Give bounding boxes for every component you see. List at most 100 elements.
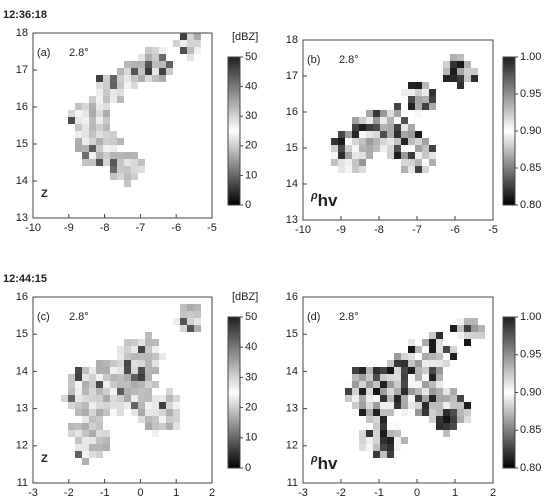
- radar-echo: [443, 360, 450, 367]
- radar-echo: [443, 409, 450, 416]
- radar-echo: [394, 388, 401, 395]
- radar-echo: [117, 346, 124, 353]
- radar-echo: [387, 367, 394, 374]
- radar-echo: [89, 145, 96, 152]
- radar-echo: [110, 89, 117, 96]
- radar-echo: [401, 145, 408, 152]
- radar-echo: [89, 138, 96, 145]
- radar-echo: [387, 138, 394, 145]
- radar-echo: [96, 416, 103, 423]
- x-tick-label: -1: [100, 487, 110, 499]
- radar-echo: [380, 110, 387, 117]
- radar-echo: [124, 166, 131, 173]
- radar-echo: [173, 402, 180, 409]
- radar-echo: [429, 353, 436, 360]
- radar-echo: [471, 332, 478, 339]
- radar-echo: [173, 40, 180, 47]
- radar-echo: [471, 318, 478, 325]
- colorbar-tick-label: 30: [245, 371, 257, 383]
- radar-echo: [96, 124, 103, 131]
- radar-echo: [429, 145, 436, 152]
- radar-echo: [408, 96, 415, 103]
- radar-echo: [145, 423, 152, 430]
- radar-echo: [338, 159, 345, 166]
- radar-echo: [96, 75, 103, 82]
- radar-echo: [68, 395, 75, 402]
- radar-echo: [464, 75, 471, 82]
- radar-echo: [75, 402, 82, 409]
- radar-echo: [103, 103, 110, 110]
- radar-echo: [110, 152, 117, 159]
- radar-echo: [415, 96, 422, 103]
- radar-echo: [373, 388, 380, 395]
- radar-echo: [338, 145, 345, 152]
- radar-echo: [138, 395, 145, 402]
- radar-echo: [131, 360, 138, 367]
- colorbar-tick-label: 40: [245, 81, 257, 93]
- radar-echo: [422, 145, 429, 152]
- radar-echo: [152, 423, 159, 430]
- radar-echo: [117, 166, 124, 173]
- radar-echo: [394, 138, 401, 145]
- radar-echo: [443, 75, 450, 82]
- radar-echo: [359, 374, 366, 381]
- radar-echo: [443, 68, 450, 75]
- radar-echo: [373, 381, 380, 388]
- radar-echo: [103, 437, 110, 444]
- radar-echo: [359, 381, 366, 388]
- radar-echo: [345, 388, 352, 395]
- radar-echo: [359, 138, 366, 145]
- y-tick-label: 14: [16, 175, 28, 187]
- radar-echo: [110, 360, 117, 367]
- radar-echo: [96, 89, 103, 96]
- radar-echo: [422, 103, 429, 110]
- radar-echo: [422, 374, 429, 381]
- panel-label: (b): [307, 54, 320, 66]
- variable: Z: [41, 188, 48, 200]
- radar-echo: [345, 166, 352, 173]
- radar-echo: [422, 339, 429, 346]
- radar-echo: [103, 152, 110, 159]
- radar-echo: [415, 82, 422, 89]
- radar-echo: [373, 444, 380, 451]
- radar-echo: [68, 423, 75, 430]
- radar-echo: [394, 395, 401, 402]
- x-tick-label: -10: [295, 224, 311, 236]
- radar-echo: [436, 388, 443, 395]
- radar-echo: [415, 138, 422, 145]
- radar-echo: [429, 103, 436, 110]
- colorbar-tick-label: 0.90: [520, 125, 541, 137]
- radar-echo: [394, 152, 401, 159]
- radar-echo: [173, 409, 180, 416]
- radar-echo: [366, 409, 373, 416]
- radar-echo: [124, 173, 131, 180]
- radar-echo: [131, 367, 138, 374]
- radar-echo: [96, 437, 103, 444]
- radar-echo: [124, 395, 131, 402]
- radar-echo: [338, 138, 345, 145]
- radar-echo: [408, 166, 415, 173]
- radar-echo: [173, 318, 180, 325]
- y-tick-label: 18: [16, 27, 28, 39]
- radar-echo: [152, 395, 159, 402]
- radar-echo: [152, 61, 159, 68]
- colorbar-tick-label: 0.85: [520, 424, 541, 436]
- radar-echo: [110, 381, 117, 388]
- radar-echo: [96, 388, 103, 395]
- radar-echo: [180, 311, 187, 318]
- radar-echo: [82, 451, 89, 458]
- radar-echo: [110, 159, 117, 166]
- radar-echo: [450, 423, 457, 430]
- y-tick-label: 13: [286, 214, 298, 226]
- radar-echo: [408, 346, 415, 353]
- radar-echo: [152, 353, 159, 360]
- radar-echo: [457, 54, 464, 61]
- radar-echo: [415, 346, 422, 353]
- radar-echo: [166, 423, 173, 430]
- radar-echo: [96, 82, 103, 89]
- radar-echo: [380, 395, 387, 402]
- radar-echo: [429, 381, 436, 388]
- radar-echo: [380, 374, 387, 381]
- radar-echo: [359, 437, 366, 444]
- radar-echo: [68, 110, 75, 117]
